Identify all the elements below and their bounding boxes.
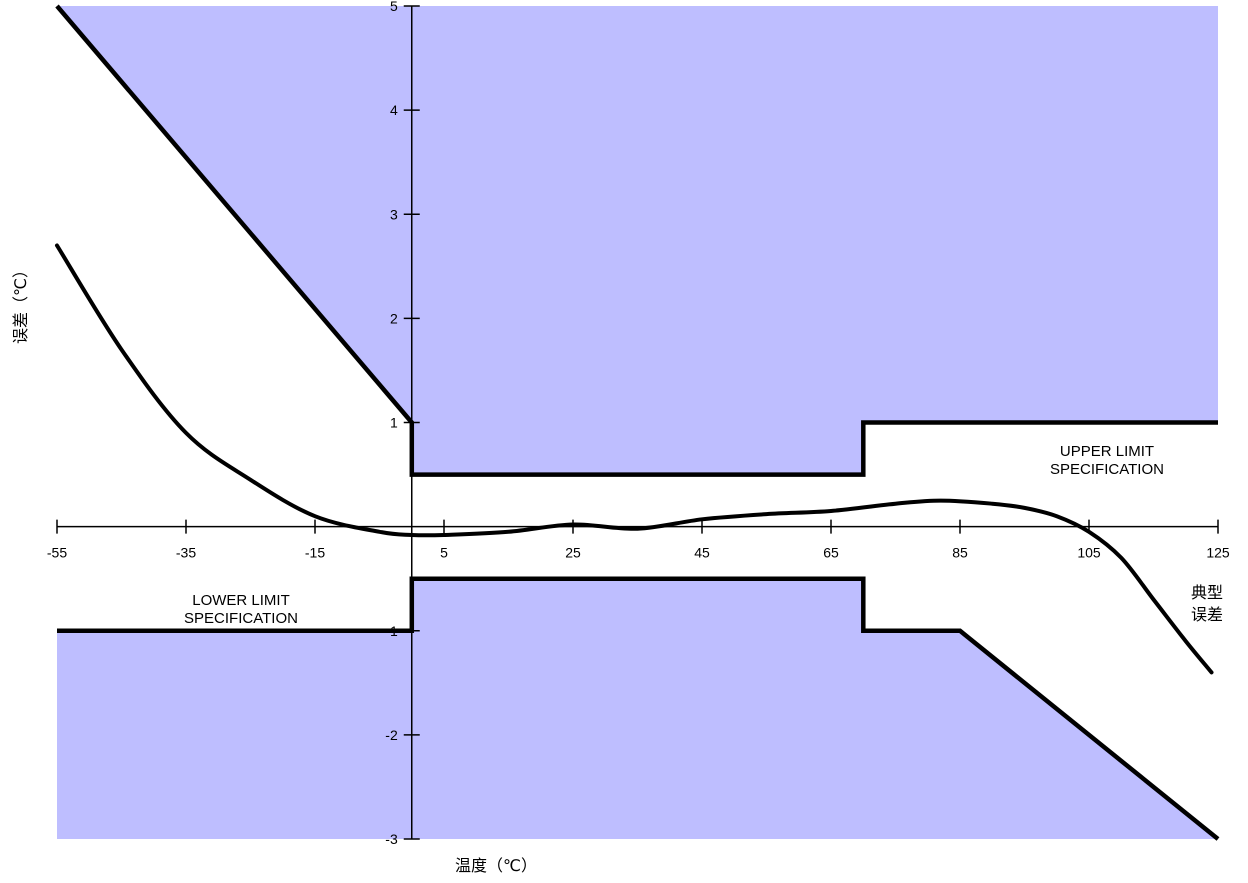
lower-limit-region bbox=[57, 578, 1218, 839]
x-tick-label: 85 bbox=[952, 545, 968, 561]
upper-limit-label-line2: SPECIFICATION bbox=[1050, 461, 1164, 478]
x-tick-label: 25 bbox=[565, 545, 581, 561]
lower-limit-label-line2: SPECIFICATION bbox=[184, 610, 298, 627]
upper-limit-label-line1: UPPER LIMIT bbox=[1060, 443, 1154, 460]
x-tick-label: 45 bbox=[694, 545, 710, 561]
y-tick-label: -2 bbox=[385, 727, 398, 743]
x-tick-label: -55 bbox=[47, 545, 67, 561]
upper-limit-line bbox=[55, 4, 1218, 477]
x-tick-label: 125 bbox=[1206, 545, 1230, 561]
x-ticks: -55 -35 -15 5 25 45 65 85 105 125 bbox=[47, 519, 1230, 561]
y-tick-label: 4 bbox=[390, 102, 398, 118]
lower-limit-label-line1: LOWER LIMIT bbox=[192, 592, 290, 609]
y-tick-label: 3 bbox=[390, 206, 398, 222]
lower-limit-line bbox=[57, 576, 1220, 841]
y-tick-label: 1 bbox=[390, 415, 398, 431]
y-tick-label: 2 bbox=[390, 310, 398, 326]
y-tick-label: 5 bbox=[390, 0, 398, 14]
typical-error-label-line2: 误差 bbox=[1191, 605, 1223, 624]
y-axis-title: 误差（℃） bbox=[11, 262, 30, 344]
y-tick-label: -3 bbox=[385, 831, 398, 847]
x-tick-label: -35 bbox=[176, 545, 196, 561]
x-tick-label: 65 bbox=[823, 545, 839, 561]
x-tick-label: 5 bbox=[440, 545, 448, 561]
x-tick-label: 105 bbox=[1077, 545, 1101, 561]
x-axis-title: 温度（℃） bbox=[455, 856, 537, 875]
x-tick-label: -15 bbox=[305, 545, 325, 561]
typical-error-label-line1: 典型 bbox=[1191, 583, 1223, 602]
typical-error-curve bbox=[55, 243, 1214, 675]
upper-limit-region bbox=[57, 6, 1218, 475]
